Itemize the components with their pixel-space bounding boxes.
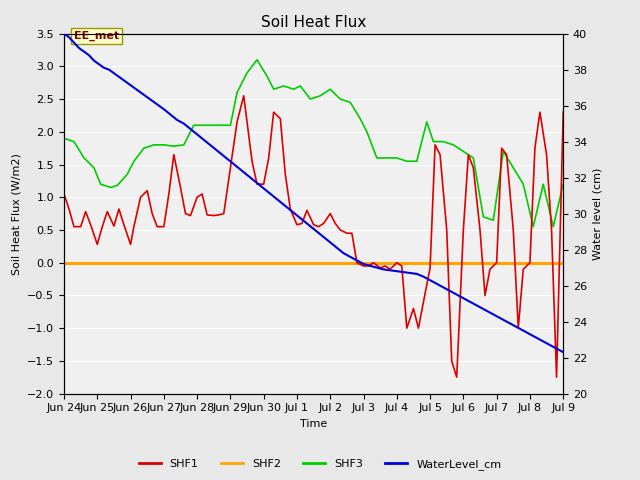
Text: EE_met: EE_met [74, 31, 119, 41]
Y-axis label: Soil Heat Flux (W/m2): Soil Heat Flux (W/m2) [12, 153, 22, 275]
SHF3 [356, 116, 364, 121]
SHF1 [553, 374, 561, 380]
SHF3 [403, 158, 411, 164]
X-axis label: Time: Time [300, 419, 327, 429]
WaterLevel_cm [420, 274, 428, 279]
SHF3 [253, 57, 261, 63]
WaterLevel_cm [486, 310, 494, 315]
SHF1 [493, 260, 500, 265]
SHF1 [60, 191, 68, 197]
SHF1 [177, 184, 184, 190]
SHF1 [453, 374, 461, 380]
Line: SHF1: SHF1 [64, 96, 563, 377]
SHF3 [363, 129, 371, 135]
WaterLevel_cm [460, 295, 467, 301]
SHF3 [243, 70, 251, 76]
WaterLevel_cm [320, 234, 328, 240]
WaterLevel_cm [360, 261, 367, 267]
SHF1 [353, 260, 361, 265]
SHF3 [140, 145, 148, 151]
Legend: SHF1, SHF2, SHF3, WaterLevel_cm: SHF1, SHF2, SHF3, WaterLevel_cm [134, 455, 506, 474]
SHF3 [60, 135, 68, 141]
Line: WaterLevel_cm: WaterLevel_cm [64, 34, 563, 352]
SHF1 [120, 222, 128, 228]
Line: SHF3: SHF3 [64, 60, 563, 227]
SHF1 [187, 213, 195, 218]
WaterLevel_cm [60, 31, 68, 36]
SHF1 [240, 93, 248, 99]
SHF3 [337, 96, 344, 102]
Y-axis label: Water level (cm): Water level (cm) [593, 168, 603, 260]
SHF1 [559, 109, 567, 115]
SHF3 [529, 224, 537, 229]
Title: Soil Heat Flux: Soil Heat Flux [261, 15, 366, 30]
WaterLevel_cm [506, 321, 514, 326]
WaterLevel_cm [559, 349, 567, 355]
SHF3 [559, 181, 567, 187]
